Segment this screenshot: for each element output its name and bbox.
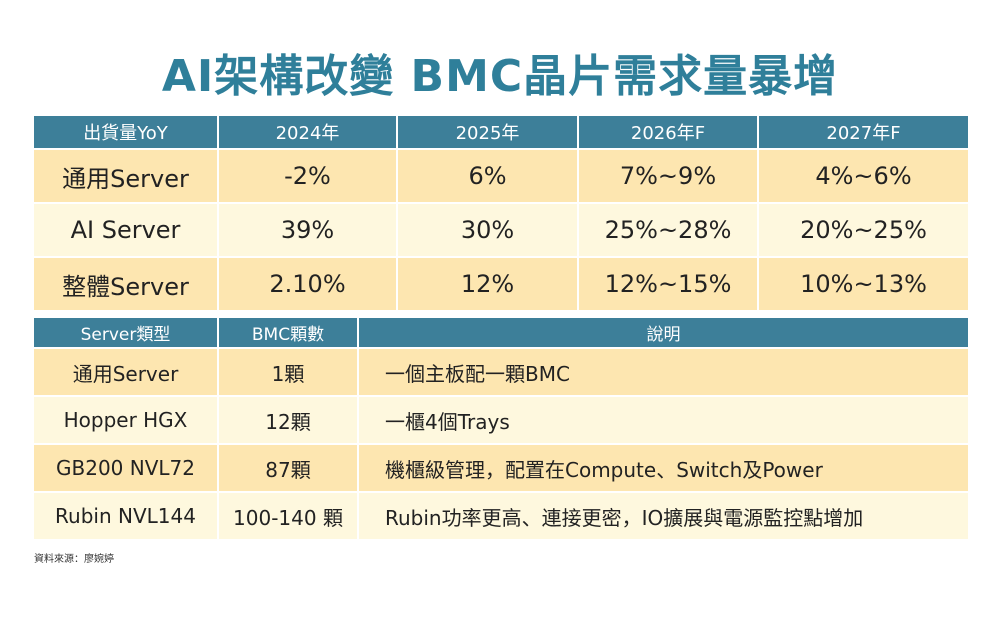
table-cell: 7%~9% — [577, 148, 759, 204]
row-label: Rubin NVL144 — [32, 491, 219, 541]
column-header: 2027年F — [757, 114, 970, 150]
table-cell: 100-140 顆 — [217, 491, 359, 541]
table-cell: -2% — [217, 148, 398, 204]
table-cell: 12% — [396, 256, 579, 312]
row-label: 通用Server — [32, 148, 219, 204]
table-cell: 87顆 — [217, 443, 359, 493]
table-cell: Rubin功率更高、連接更密，IO擴展與電源監控點增加 — [357, 491, 970, 541]
shipment-yoy-table: 出貨量YoY 2024年 2025年 2026年F 2027年F 通用Serve… — [32, 114, 970, 312]
table-cell: 2.10% — [217, 256, 398, 312]
table-cell: 機櫃級管理，配置在Compute、Switch及Power — [357, 443, 970, 493]
table-cell: 1顆 — [217, 347, 359, 397]
table-header-row: 出貨量YoY 2024年 2025年 2026年F 2027年F — [32, 114, 970, 150]
table-cell: 30% — [396, 202, 579, 258]
table-row: 通用Server -2% 6% 7%~9% 4%~6% — [32, 148, 970, 204]
row-label: Hopper HGX — [32, 395, 219, 445]
table-row: AI Server 39% 30% 25%~28% 20%~25% — [32, 202, 970, 258]
column-header: Server類型 — [32, 316, 219, 349]
table-cell: 4%~6% — [757, 148, 970, 204]
column-header: 出貨量YoY — [32, 114, 219, 150]
table-row: 整體Server 2.10% 12% 12%~15% 10%~13% — [32, 256, 970, 312]
column-header: BMC顆數 — [217, 316, 359, 349]
table-header-row: Server類型 BMC顆數 說明 — [32, 316, 970, 349]
row-label: 通用Server — [32, 347, 219, 397]
table-row: 通用Server 1顆 一個主板配一顆BMC — [32, 347, 970, 397]
table-cell: 25%~28% — [577, 202, 759, 258]
row-label: 整體Server — [32, 256, 219, 312]
table-cell: 39% — [217, 202, 398, 258]
table-cell: 一個主板配一顆BMC — [357, 347, 970, 397]
column-header: 2025年 — [396, 114, 579, 150]
table-cell: 6% — [396, 148, 579, 204]
column-header: 2024年 — [217, 114, 398, 150]
bmc-count-table: Server類型 BMC顆數 說明 通用Server 1顆 一個主板配一顆BMC… — [32, 316, 970, 541]
table-row: Hopper HGX 12顆 一櫃4個Trays — [32, 395, 970, 445]
table-cell: 12%~15% — [577, 256, 759, 312]
table-cell: 10%~13% — [757, 256, 970, 312]
table-row: GB200 NVL72 87顆 機櫃級管理，配置在Compute、Switch及… — [32, 443, 970, 493]
page-title: AI架構改變 BMC晶片需求量暴增 — [161, 51, 839, 102]
row-label: AI Server — [32, 202, 219, 258]
column-header: 2026年F — [577, 114, 759, 150]
column-header: 說明 — [357, 316, 970, 349]
table-cell: 一櫃4個Trays — [357, 395, 970, 445]
row-label: GB200 NVL72 — [32, 443, 219, 493]
table-cell: 12顆 — [217, 395, 359, 445]
table-row: Rubin NVL144 100-140 顆 Rubin功率更高、連接更密，IO… — [32, 491, 970, 541]
table-cell: 20%~25% — [757, 202, 970, 258]
source-note: 資料來源：廖婉婷 — [34, 554, 114, 565]
